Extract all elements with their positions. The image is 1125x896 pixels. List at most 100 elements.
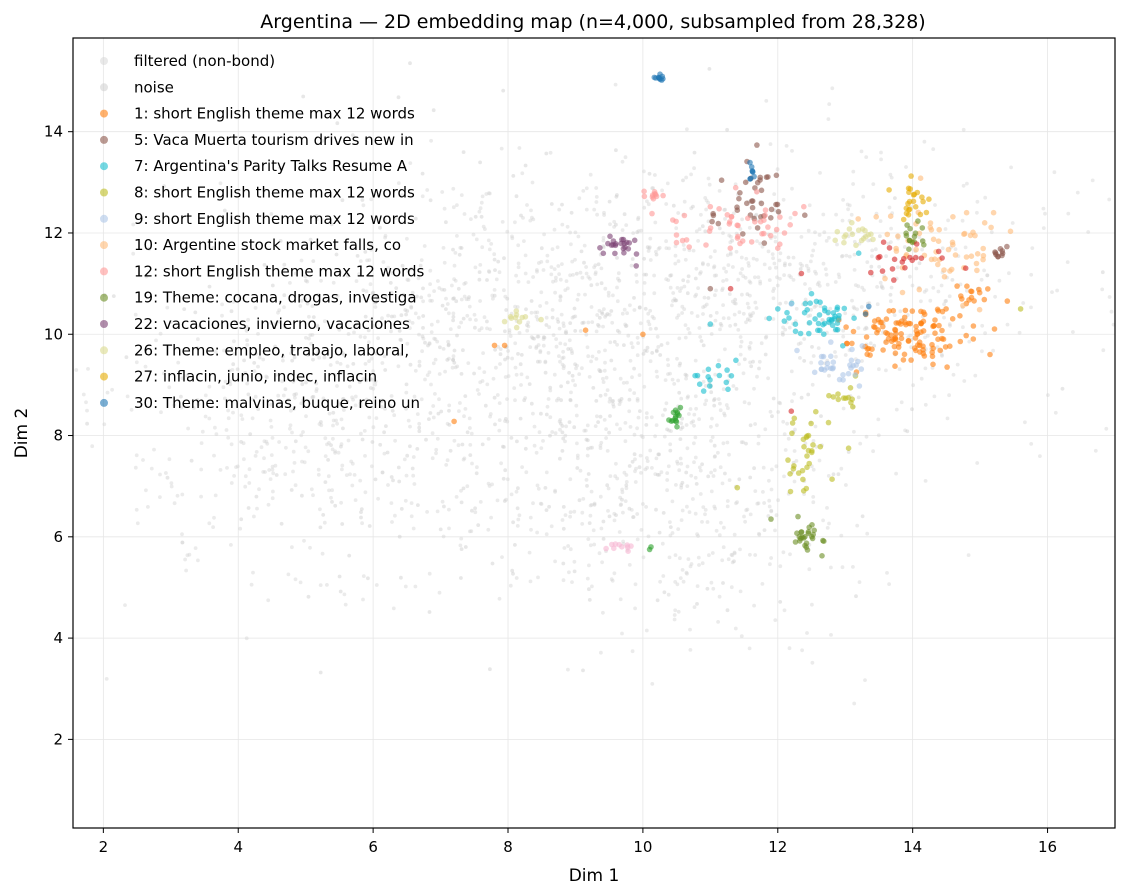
background-point [316,349,321,354]
background-point [638,321,643,326]
background-point [659,470,664,475]
cluster-point [992,249,998,255]
background-point [585,345,590,350]
cluster-point [901,314,908,321]
background-point [250,416,255,421]
background-point [675,286,680,290]
background-point [683,257,688,262]
background-point [531,336,535,341]
background-point [158,331,163,336]
background-point [440,303,445,308]
background-point [740,217,744,222]
background-point [267,468,272,472]
background-point [734,249,739,254]
background-point [265,441,270,446]
background-point [560,222,565,227]
background-point [341,426,345,431]
background-point [541,335,546,340]
background-point [459,547,464,551]
cluster-point [850,404,856,410]
background-point [503,357,507,362]
cluster-point [715,362,722,369]
background-point [337,574,342,579]
background-point [752,386,756,391]
background-point [803,297,808,302]
background-point [753,422,757,426]
cluster-point [819,553,825,559]
background-point [482,370,487,374]
chart-title: Argentina — 2D embedding map (n=4,000, s… [260,11,925,33]
background-point [256,407,261,411]
background-point [700,561,705,566]
cluster-point [683,237,690,243]
cluster-point [943,306,949,312]
background-point [218,181,223,186]
background-point [207,384,212,389]
background-point [597,368,601,372]
background-point [196,337,200,342]
background-point [725,253,730,258]
background-point [846,207,850,212]
background-point [432,336,437,341]
background-point [841,328,846,333]
background-point [334,252,339,257]
cluster-point [930,236,937,243]
background-point [589,283,594,288]
background-point [747,318,752,323]
background-point [980,323,985,328]
cluster-point [980,245,986,252]
background-point [361,597,365,602]
cluster-point [987,351,993,358]
cluster-point [797,538,803,544]
background-point [860,359,864,363]
background-point [692,460,696,465]
background-point [812,305,817,309]
background-point [326,474,331,479]
background-point [342,408,346,412]
cluster-point [888,338,895,345]
background-point [383,368,388,372]
background-point [497,428,502,433]
background-point [506,374,511,378]
legend-marker [100,398,108,407]
background-point [447,423,452,427]
background-point [646,202,651,207]
background-point [327,411,332,416]
background-point [459,500,464,505]
background-point [677,363,682,368]
background-point [650,682,655,686]
background-point [639,434,644,438]
background-point [169,484,174,489]
background-point [786,255,791,260]
background-point [790,399,794,404]
background-point [682,199,687,204]
background-point [468,453,473,457]
background-point [447,356,451,361]
cluster-point [522,314,529,320]
cluster-point [649,210,655,217]
background-point [526,280,531,284]
background-point [778,251,783,256]
background-point [810,253,814,258]
background-point [876,417,881,422]
background-point [430,431,435,436]
background-point [668,371,672,376]
background-point [182,307,187,311]
y-tick-label: 6 [53,528,63,546]
cluster-point [873,214,879,220]
background-point [409,501,414,505]
background-point [686,327,691,331]
background-point [265,375,269,380]
background-point [498,362,502,366]
background-point [769,508,774,513]
background-point [689,420,694,425]
cluster-point [696,381,703,388]
cluster-point [914,189,921,196]
background-point [761,465,766,470]
background-point [431,415,436,420]
background-point [514,194,519,199]
cluster-point [625,246,632,252]
background-point [568,547,573,552]
background-point [503,417,508,421]
background-point [622,212,627,217]
